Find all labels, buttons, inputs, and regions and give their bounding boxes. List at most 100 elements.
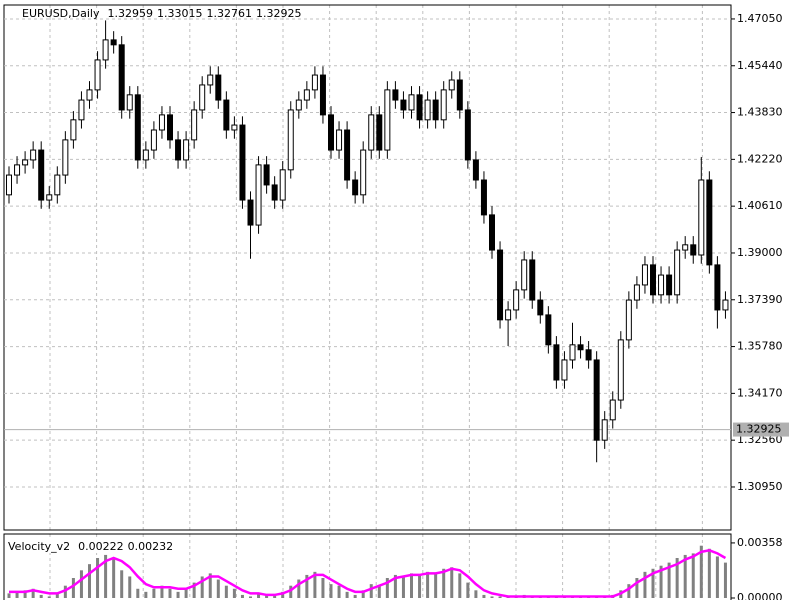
histogram-bar	[659, 565, 663, 598]
candle-body	[271, 184, 278, 201]
candle-body	[666, 274, 673, 296]
candle-body	[497, 249, 504, 321]
header-backdrop	[5, 539, 185, 553]
histogram-bar	[160, 585, 164, 598]
candle-body	[215, 74, 222, 101]
y-tick-label: 1.39000	[737, 246, 783, 259]
candle-body	[633, 284, 640, 301]
histogram-bar	[63, 585, 67, 598]
candle-body	[472, 159, 479, 181]
histogram-bar	[329, 584, 333, 598]
candle-body	[448, 79, 455, 91]
histogram-bar	[498, 596, 502, 598]
pane-header: Velocity_v2 0.00222 0.00232	[8, 540, 173, 553]
histogram-bar	[723, 562, 727, 598]
histogram-bar	[15, 591, 19, 598]
candle-body	[650, 264, 656, 296]
candle-body	[416, 94, 423, 121]
candle-body	[601, 419, 608, 441]
candle-body	[625, 299, 632, 341]
candle-body	[400, 99, 407, 111]
pane-title: Velocity_v2	[8, 540, 70, 553]
candle-body	[207, 74, 214, 86]
candle-body	[529, 259, 536, 301]
histogram-bar	[450, 567, 454, 598]
candle-body	[175, 139, 182, 161]
histogram-bar	[353, 594, 357, 598]
last-price-box	[733, 422, 789, 437]
candle-body	[223, 99, 230, 131]
candle-body	[674, 249, 681, 296]
last-price-label: 1.32925	[736, 423, 782, 436]
histogram-bar	[369, 584, 373, 598]
candle-body	[682, 244, 689, 251]
candle-body	[150, 129, 157, 151]
histogram-bar	[482, 594, 486, 598]
candle-body	[593, 359, 600, 441]
histogram-bar	[691, 553, 695, 598]
candle-body	[311, 74, 318, 91]
y-tick-label: 1.35780	[737, 340, 783, 353]
candle-body	[78, 99, 85, 121]
header-value: 1.32959	[107, 7, 153, 20]
histogram-bar	[176, 591, 180, 598]
candle-body	[561, 359, 568, 381]
candle-body	[30, 149, 37, 161]
candle-body	[263, 164, 270, 186]
histogram-bar	[442, 568, 446, 598]
histogram-bar	[224, 585, 228, 598]
candle-body	[545, 314, 552, 346]
histogram-bar	[265, 594, 269, 598]
histogram-bar	[313, 571, 317, 598]
histogram-bar	[361, 590, 365, 598]
histogram-bar	[79, 570, 83, 598]
histogram-bar	[7, 593, 11, 598]
candle-body	[424, 99, 431, 121]
histogram-bar	[699, 545, 703, 598]
candle-body	[609, 399, 616, 421]
candle-body	[295, 99, 302, 111]
header-value: 1.32761	[206, 7, 252, 20]
signal-line	[9, 549, 727, 598]
histogram-bar	[474, 590, 478, 598]
candle-body	[464, 109, 471, 161]
histogram-bar	[337, 585, 341, 598]
candle-body	[585, 349, 592, 361]
indicator-frame	[3, 533, 732, 600]
candle-body	[521, 259, 528, 291]
candle-body	[14, 164, 21, 176]
candle-body	[54, 174, 61, 196]
histogram-bar	[55, 593, 59, 598]
histogram-bar	[667, 562, 671, 598]
y-tick-label: 0.00000	[737, 591, 783, 600]
histogram-bar	[321, 578, 325, 598]
y-tick-label: 1.40610	[737, 199, 783, 212]
histogram-bar	[88, 564, 91, 598]
candle-body	[22, 159, 29, 166]
histogram-bar	[418, 574, 422, 598]
histogram-bar	[240, 594, 244, 598]
histogram-bar	[385, 578, 389, 598]
candle-body	[279, 169, 286, 201]
candle-body	[303, 89, 310, 101]
candle-body	[577, 344, 584, 351]
candle-body	[134, 94, 141, 161]
y-tick-label: 1.45440	[737, 59, 783, 72]
histogram-bar	[128, 576, 132, 598]
histogram-bar	[184, 588, 188, 598]
candle-body	[376, 114, 383, 151]
candle-body	[255, 164, 262, 226]
header-value: 0.00232	[128, 540, 174, 553]
price-frame	[3, 4, 732, 531]
histogram-bar	[410, 573, 413, 598]
candle-body	[690, 244, 697, 256]
histogram-bar	[490, 596, 494, 598]
histogram-bar	[23, 590, 27, 598]
histogram-bar	[273, 594, 277, 598]
histogram-bar	[39, 594, 43, 598]
candle-body	[456, 79, 463, 111]
candle-body	[505, 309, 512, 321]
candle-body	[110, 39, 117, 46]
pane-title: EURUSD,Daily	[22, 7, 100, 20]
